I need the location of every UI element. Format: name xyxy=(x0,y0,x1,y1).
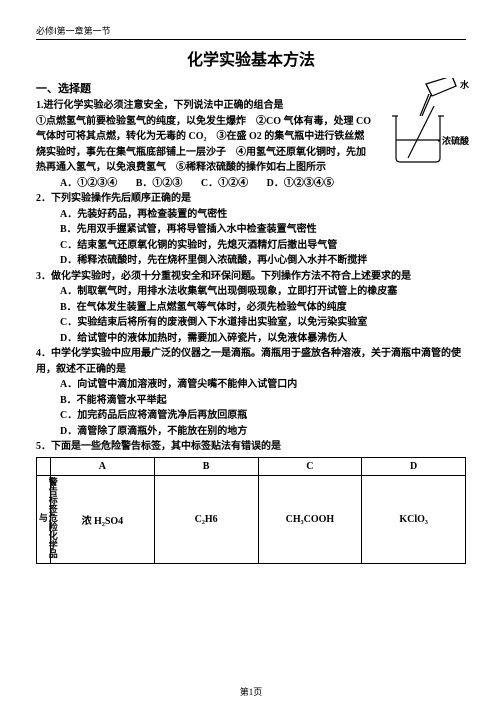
q1-opt-d: D．①②③④⑤ xyxy=(267,176,334,192)
q3-d: D．给试管中的液体加热时，需要加入碎瓷片，以免液体暴沸伤人 xyxy=(36,331,466,347)
label-water: 水 xyxy=(460,79,470,90)
question-4: 4．中学化学实验中应用最广泛的仪器之一是滴瓶。滴瓶用于盛放各种溶液，关于滴瓶中滴… xyxy=(36,346,466,439)
q4-a: A．向试管中滴加溶液时，滴管尖嘴不能伸入试管口内 xyxy=(36,377,466,393)
q1-opt-a: A．①②③④ xyxy=(60,176,117,192)
q4-stem: 4．中学化学实验中应用最广泛的仪器之一是滴瓶。滴瓶用于盛放各种溶液，关于滴瓶中滴… xyxy=(36,346,466,377)
question-5: 5．下面是一些危险警告标签，其中标签贴法有错误的是 xyxy=(36,439,466,455)
q2-stem: 2．下列实验操作先后顺序正确的是 xyxy=(36,191,466,207)
q3-stem: 3．做化学实验时，必须十分重视安全和环保问题。下列操作方法不符合上述要求的是 xyxy=(36,269,466,285)
table-row: 警告标签危险化学品与 浓 H₂SO4 C₂H6 CH₃COOH KClO₃ xyxy=(37,475,466,563)
dilution-diagram: 水 浓硫酸 xyxy=(382,78,472,170)
q1-opt-b: B．①②③ xyxy=(136,176,183,192)
col-a: A xyxy=(51,457,155,475)
table-corner xyxy=(37,457,51,475)
breadcrumb: 必修Ⅰ第一章第一节 xyxy=(36,24,466,40)
q4-d: D．滴管除了原滴瓶外，不能放在别的地方 xyxy=(36,424,466,440)
label-acid: 浓硫酸 xyxy=(442,135,470,146)
page-title: 化学实验基本方法 xyxy=(36,46,466,70)
question-2: 2．下列实验操作先后顺序正确的是 A．先装好药品，再检查装置的气密性 B．先用双… xyxy=(36,191,466,269)
q2-b: B．先用双手握紧试管，再将导管插入水中检查装置气密性 xyxy=(36,222,466,238)
q4-b: B．不能将滴管水平举起 xyxy=(36,393,466,409)
warning-table: A B C D 警告标签危险化学品与 浓 H₂SO4 C₂H6 CH₃COOH … xyxy=(36,457,466,564)
cell-d: KClO₃ xyxy=(362,475,466,563)
q5-stem: 5．下面是一些危险警告标签，其中标签贴法有错误的是 xyxy=(36,439,466,455)
q3-a: A．制取氧气时，用排水法收集氧气出现倒吸现象，立即打开试管上的橡皮塞 xyxy=(36,284,466,300)
q4-c: C．加完药品后应将滴管洗净后再放回原瓶 xyxy=(36,408,466,424)
q3-c: C．实验结束后将所有的废液倒入下水道排出实验室，以免污染实验室 xyxy=(36,315,466,331)
question-3: 3．做化学实验时，必须十分重视安全和环保问题。下列操作方法不符合上述要求的是 A… xyxy=(36,269,466,347)
q3-b: B．在气体发生装置上点燃氢气等气体时，必须先检验气体的纯度 xyxy=(36,300,466,316)
cell-a: 浓 H₂SO4 xyxy=(51,475,155,563)
q2-a: A．先装好药品，再检查装置的气密性 xyxy=(36,207,466,223)
cell-c: CH₃COOH xyxy=(258,475,362,563)
row-label: 警告标签危险化学品与 xyxy=(37,475,51,563)
page-footer: 第1页 xyxy=(0,685,502,698)
col-b: B xyxy=(154,457,258,475)
col-d: D xyxy=(362,457,466,475)
q1-opt-c: C．①②④ xyxy=(201,176,248,192)
table-header-row: A B C D xyxy=(37,457,466,475)
q2-c: C．结束氢气还原氧化铜的实验时，先熄灭酒精灯后撤出导气管 xyxy=(36,238,466,254)
q2-d: D．稀释浓硫酸时，先在烧杯里倒入浓硫酸，再小心倒入水并不断搅拌 xyxy=(36,253,466,269)
cell-b: C₂H6 xyxy=(154,475,258,563)
col-c: C xyxy=(258,457,362,475)
